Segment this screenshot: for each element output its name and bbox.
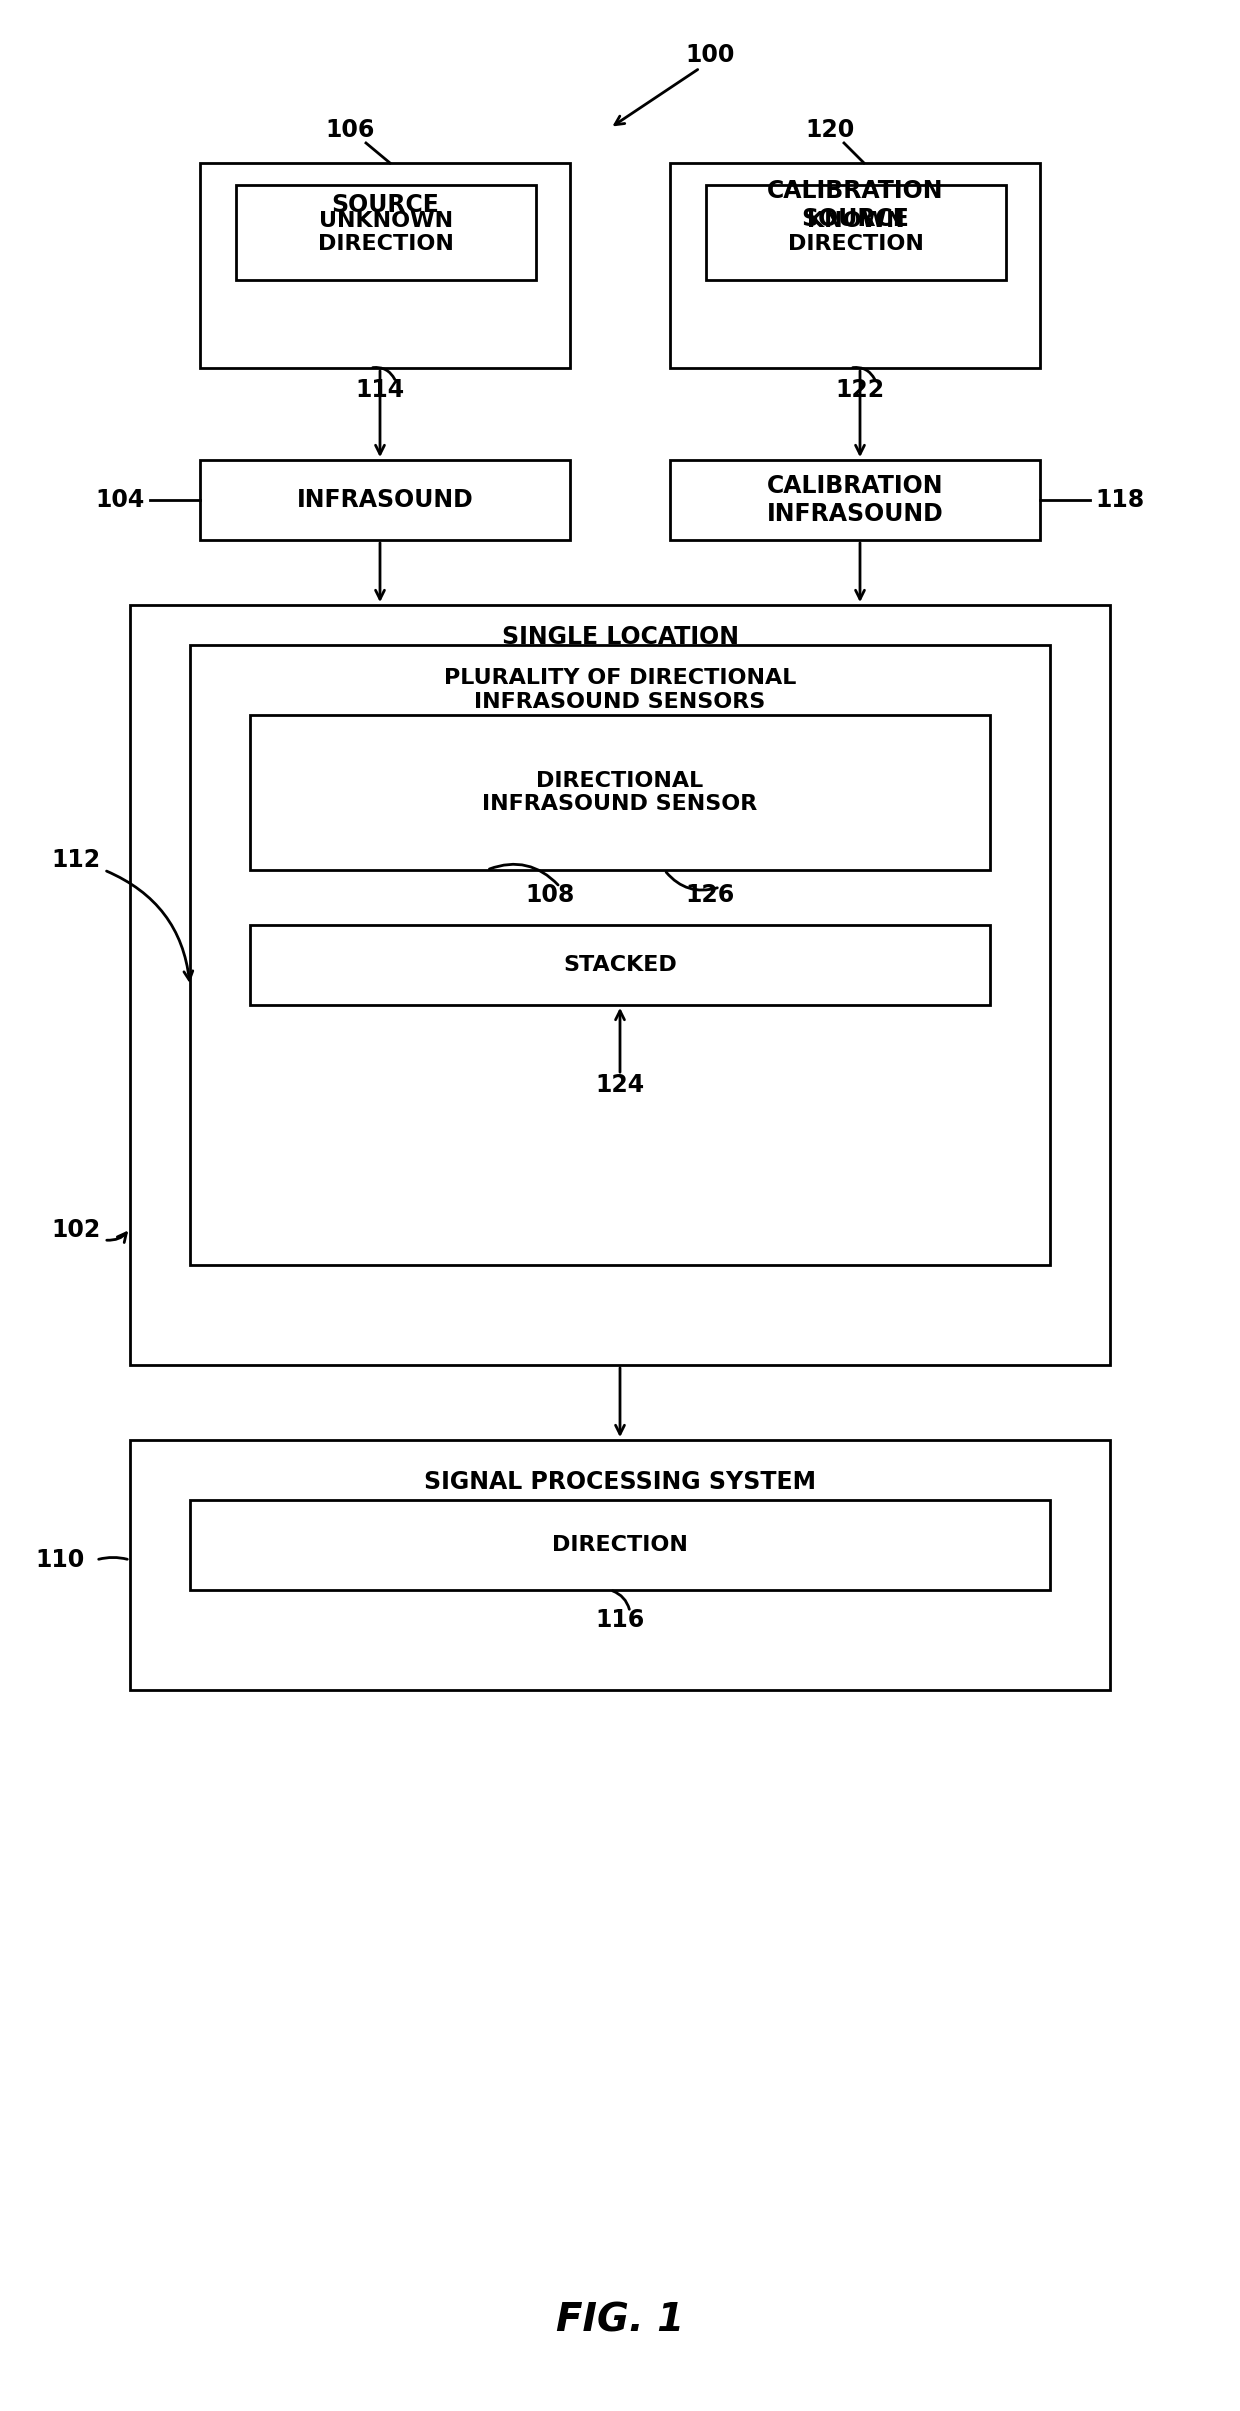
- Text: UNKNOWN
DIRECTION: UNKNOWN DIRECTION: [319, 210, 454, 253]
- Text: PLURALITY OF DIRECTIONAL
INFRASOUND SENSORS: PLURALITY OF DIRECTIONAL INFRASOUND SENS…: [444, 668, 796, 711]
- Text: 122: 122: [836, 379, 884, 403]
- Text: STACKED: STACKED: [563, 955, 677, 974]
- Text: INFRASOUND: INFRASOUND: [296, 487, 474, 511]
- Text: 116: 116: [595, 1608, 645, 1632]
- Text: 104: 104: [95, 487, 145, 511]
- Text: 106: 106: [325, 118, 374, 142]
- Text: 112: 112: [51, 849, 100, 873]
- Bar: [250, 926, 990, 1005]
- Text: FIG. 1: FIG. 1: [556, 2300, 684, 2339]
- Bar: [130, 605, 1110, 1365]
- Text: 124: 124: [595, 1073, 645, 1097]
- Bar: [130, 1439, 1110, 1690]
- Text: 110: 110: [36, 1548, 84, 1572]
- Bar: [250, 716, 990, 870]
- Bar: [706, 186, 1006, 280]
- Text: SIGNAL PROCESSING SYSTEM: SIGNAL PROCESSING SYSTEM: [424, 1471, 816, 1495]
- Text: KNOWN
DIRECTION: KNOWN DIRECTION: [789, 210, 924, 253]
- Text: 118: 118: [1095, 487, 1145, 511]
- Text: 100: 100: [686, 43, 734, 68]
- Text: 102: 102: [51, 1218, 100, 1242]
- Text: 114: 114: [356, 379, 404, 403]
- Text: DIRECTION: DIRECTION: [552, 1536, 688, 1555]
- Text: 120: 120: [805, 118, 854, 142]
- Text: SOURCE: SOURCE: [331, 193, 439, 217]
- Bar: [670, 461, 1040, 540]
- Text: CALIBRATION
SOURCE: CALIBRATION SOURCE: [766, 178, 944, 231]
- Bar: [200, 461, 570, 540]
- Text: CALIBRATION
INFRASOUND: CALIBRATION INFRASOUND: [766, 475, 944, 526]
- Text: DIRECTIONAL
INFRASOUND SENSOR: DIRECTIONAL INFRASOUND SENSOR: [482, 772, 758, 815]
- Bar: [190, 1500, 1050, 1589]
- Text: 126: 126: [686, 882, 734, 907]
- Bar: [200, 164, 570, 369]
- Bar: [190, 646, 1050, 1266]
- Text: 108: 108: [526, 882, 574, 907]
- Bar: [236, 186, 536, 280]
- Text: SINGLE LOCATION: SINGLE LOCATION: [501, 624, 739, 649]
- Bar: [670, 164, 1040, 369]
